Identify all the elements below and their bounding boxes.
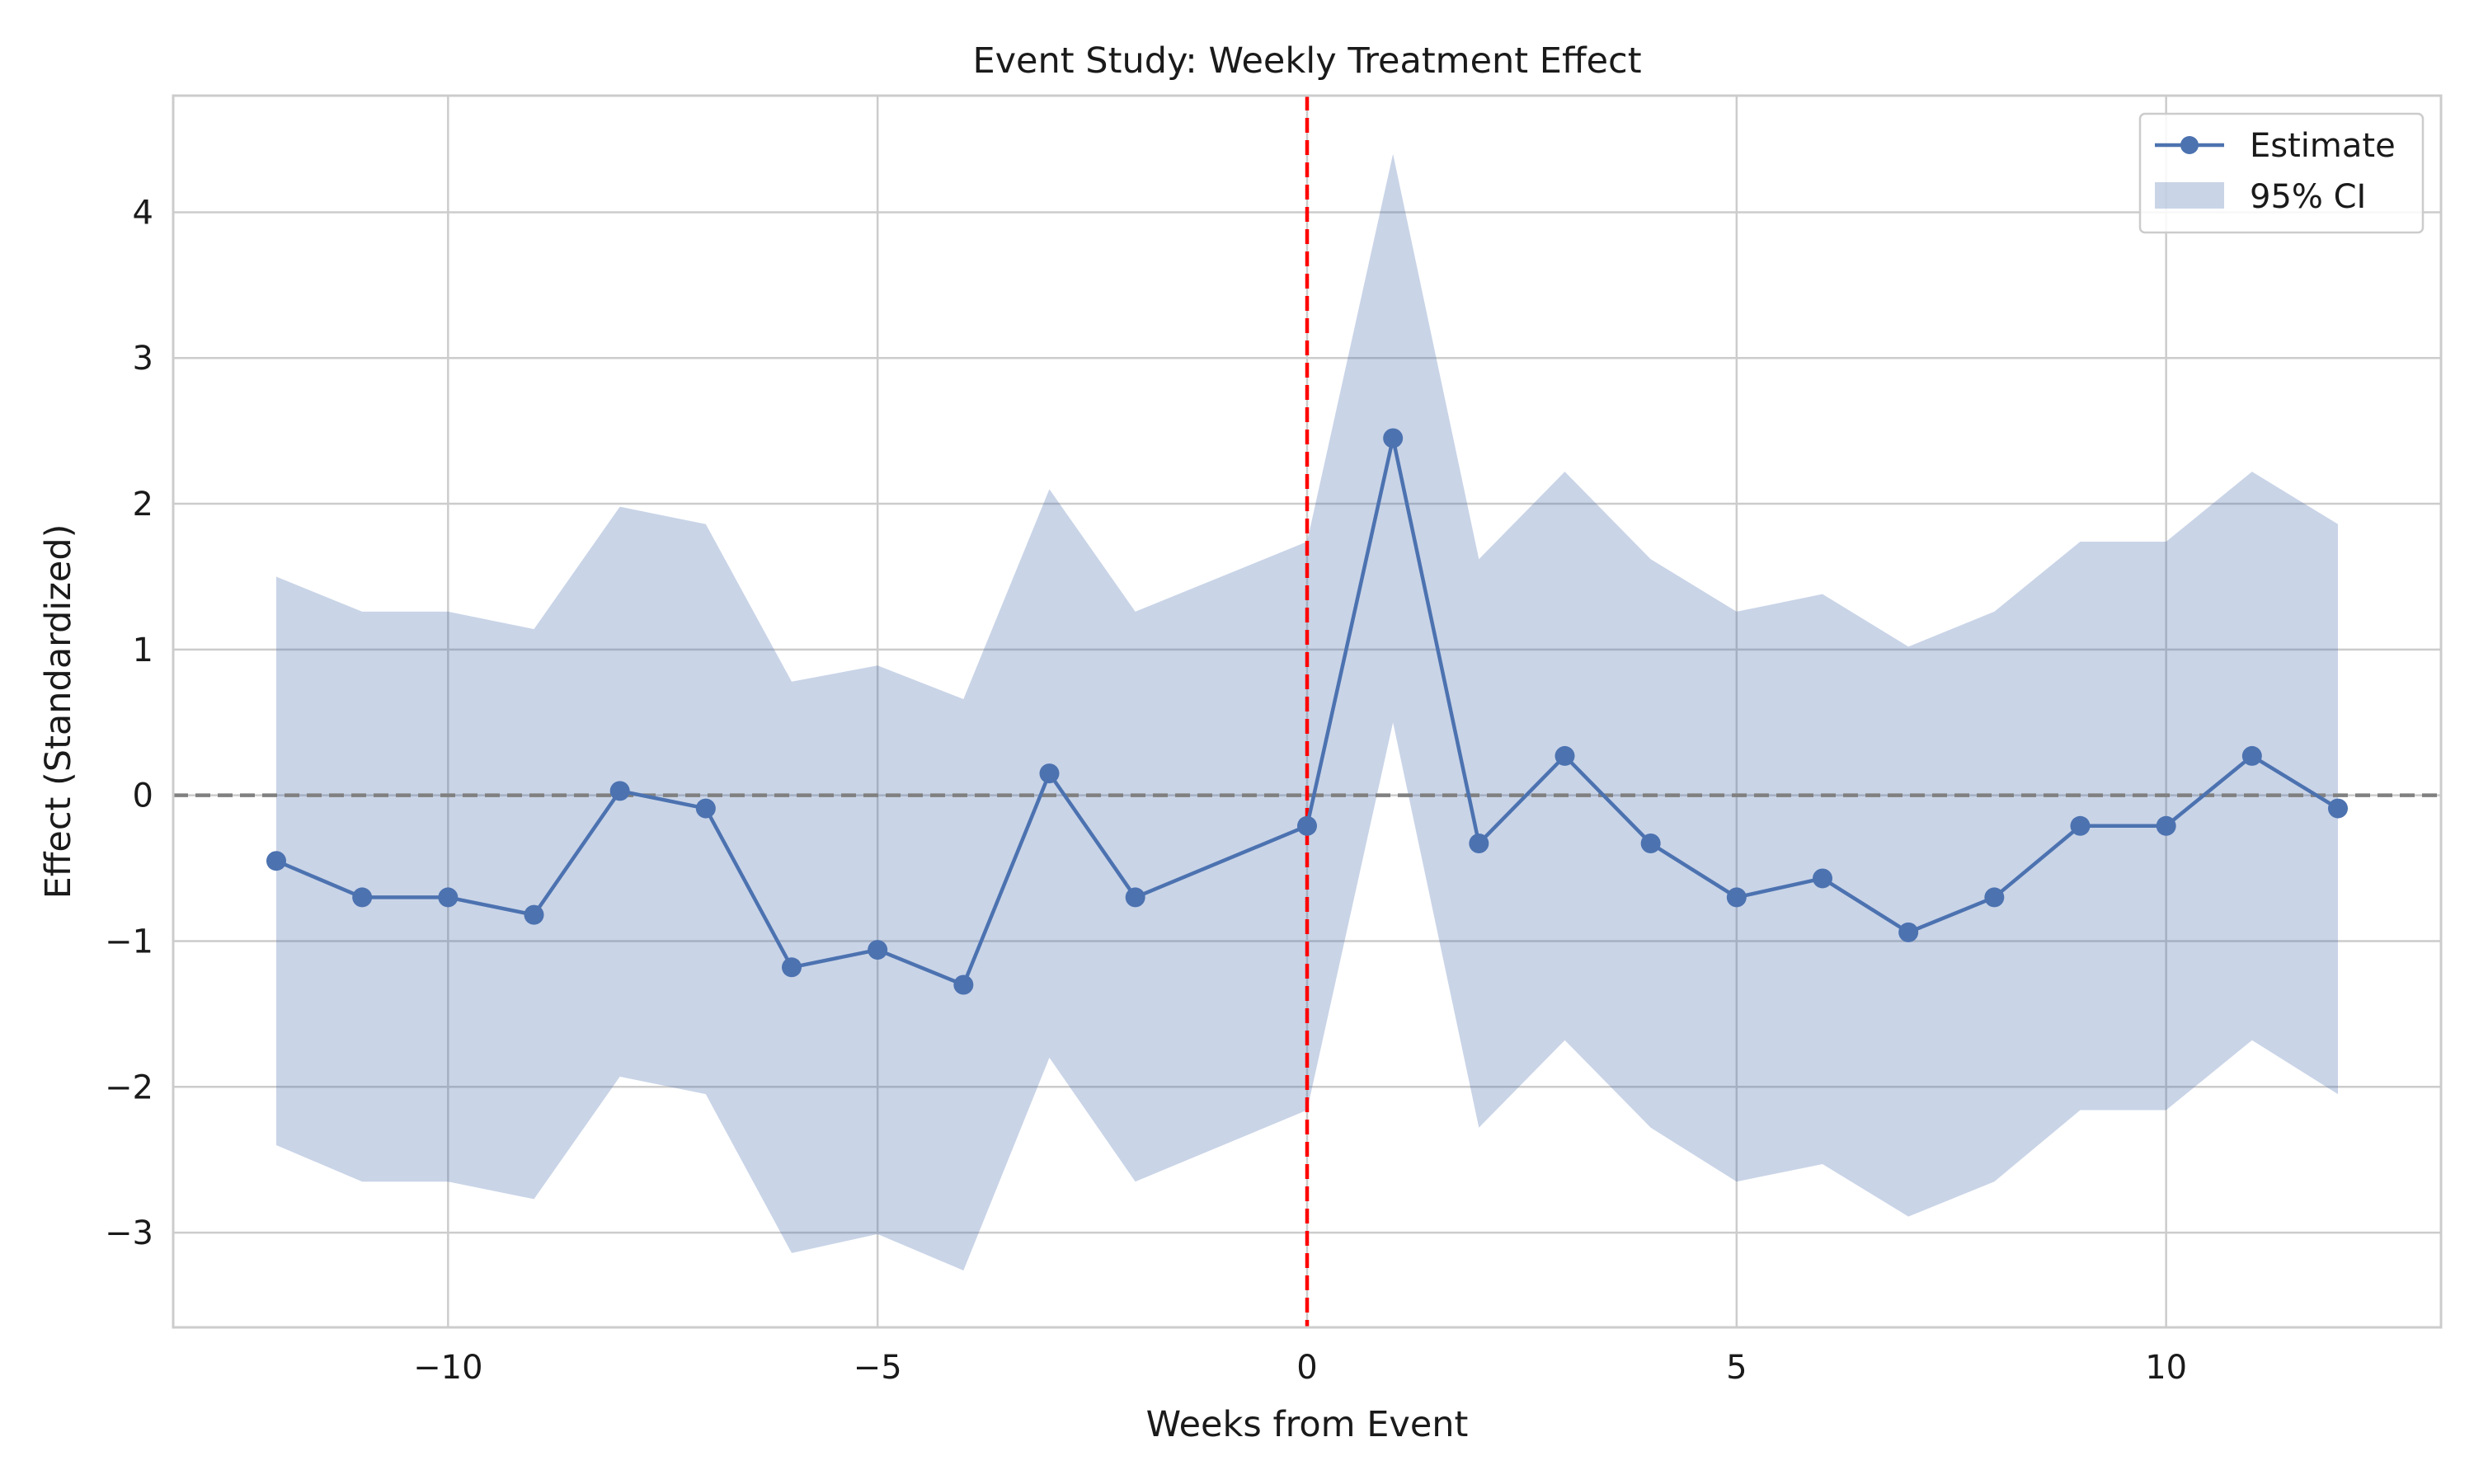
x-tick-label: −5	[854, 1349, 902, 1387]
estimate-line	[275, 436, 2340, 987]
legend-ci-swatch	[2155, 182, 2224, 209]
y-tick-label: −1	[105, 923, 153, 960]
series-layer	[266, 428, 2348, 995]
estimate-point	[2241, 745, 2262, 766]
x-tick-label: 10	[2145, 1349, 2187, 1387]
chart-title: Event Study: Weekly Treatment Effect	[972, 40, 1641, 82]
estimate-point	[782, 957, 802, 978]
estimate-point	[1898, 922, 1919, 942]
legend-estimate-marker	[2180, 136, 2199, 154]
estimate-point	[1297, 815, 1317, 836]
reference-lines	[173, 96, 2441, 1327]
estimate-point	[266, 851, 286, 871]
estimate-point	[1383, 428, 1404, 448]
estimate-point	[868, 940, 888, 960]
estimate-point	[695, 798, 716, 819]
estimate-point	[2328, 798, 2348, 819]
y-tick-label: −3	[105, 1214, 153, 1252]
estimate-point	[2156, 815, 2176, 836]
estimate-point	[1984, 887, 2005, 908]
estimate-point	[438, 887, 459, 908]
estimate-point	[953, 974, 974, 995]
x-tick-label: −10	[413, 1349, 482, 1387]
y-tick-label: 4	[133, 194, 153, 232]
y-tick-label: 3	[133, 340, 153, 378]
plot-frame	[172, 94, 2443, 1329]
estimate-point	[1726, 887, 1747, 908]
estimate-point	[1640, 834, 1661, 854]
legend: Estimate 95% CI	[2138, 112, 2425, 234]
ci-band-layer	[276, 153, 2338, 1271]
x-tick-label: 0	[1296, 1349, 1317, 1387]
estimate-point	[609, 781, 630, 801]
estimate-point	[1039, 763, 1060, 784]
x-axis-label: Weeks from Event	[1146, 1404, 1469, 1445]
y-tick-label: 1	[133, 632, 153, 669]
estimate-point	[1469, 834, 1489, 854]
estimate-point	[1125, 887, 1145, 908]
y-tick-label: 2	[133, 486, 153, 524]
estimate-point	[1813, 868, 1832, 889]
estimate-point	[2070, 815, 2091, 836]
y-tick-label: 0	[133, 777, 153, 815]
estimate-point	[1554, 745, 1575, 766]
estimate-point	[524, 904, 544, 925]
legend-ci-label: 95% CI	[2250, 178, 2366, 216]
estimate-point	[352, 887, 373, 908]
y-tick-label: −2	[105, 1068, 153, 1106]
legend-estimate-label: Estimate	[2250, 127, 2396, 165]
y-axis-label: Effect (Standardized)	[38, 524, 79, 899]
ci-band	[276, 153, 2338, 1271]
x-tick-label: 5	[1726, 1349, 1747, 1387]
